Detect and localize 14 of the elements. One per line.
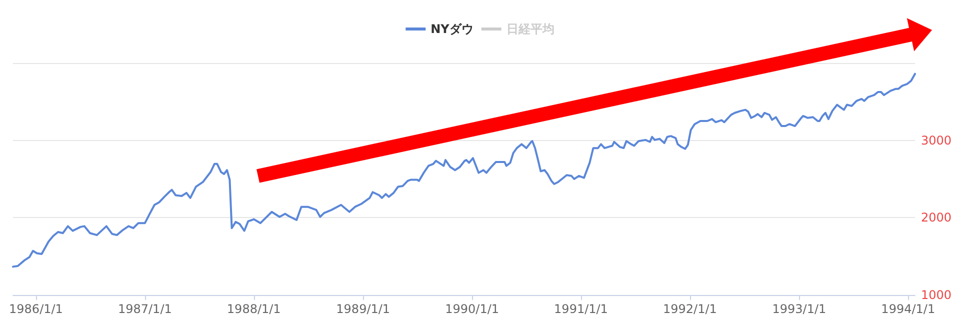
x-tick-label: 1986/1/1: [9, 302, 63, 316]
x-tick-label: 1987/1/1: [118, 302, 172, 316]
x-tick-label: 1992/1/1: [662, 302, 717, 316]
legend-label: NYダウ: [430, 22, 474, 36]
x-tick-label: 1994/1/1: [881, 302, 936, 316]
line-series: [12, 72, 916, 268]
x-tick-label: 1989/1/1: [336, 302, 390, 316]
y-tick-label: 2000: [921, 210, 952, 225]
x-tick-label: 1988/1/1: [226, 302, 281, 316]
y-tick-label: 1000: [921, 288, 952, 302]
x-tick-label: 1990/1/1: [445, 302, 500, 316]
x-tick-label: 1991/1/1: [554, 302, 608, 316]
y-tick-label: 3000: [921, 133, 952, 148]
x-tick-label: 1993/1/1: [772, 302, 826, 316]
